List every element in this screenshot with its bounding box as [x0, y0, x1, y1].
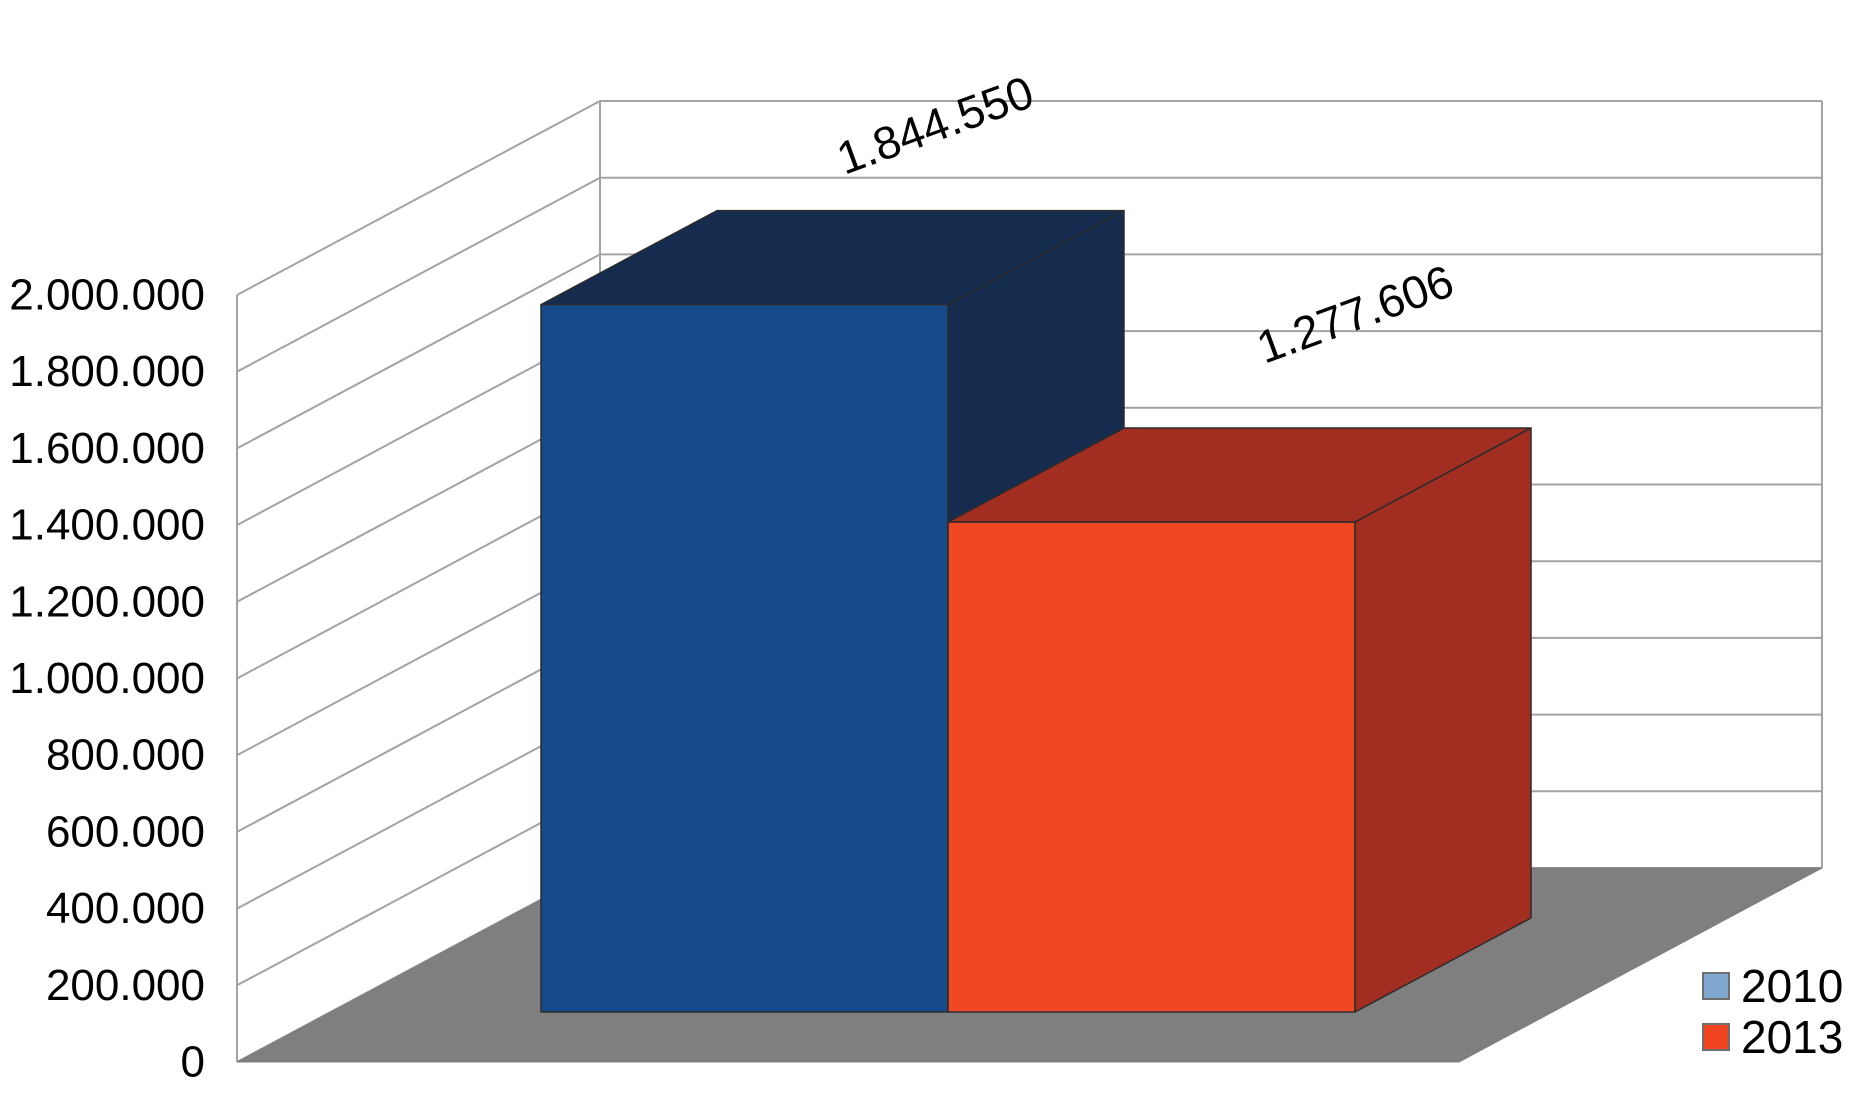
- left-wall-gridline: [236, 560, 601, 757]
- bar-front-face-2013[interactable]: [947, 521, 1356, 1013]
- y-axis-labels: 2.000.000 1.800.000 1.600.000 1.400.000 1.20…: [9, 271, 205, 1087]
- y-tick-label: 2.000.000: [9, 271, 205, 320]
- bar-front-face-2010[interactable]: [540, 303, 949, 1013]
- left-wall-gridline: [236, 637, 601, 833]
- left-wall-gridline: [236, 713, 601, 910]
- y-tick-label: 400.000: [46, 884, 205, 933]
- data-label-2010: 1.844.550: [830, 66, 1040, 185]
- left-wall-gridline: [236, 253, 601, 450]
- bar-side-face-2013[interactable]: [1354, 427, 1532, 1013]
- y-tick-label: 200.000: [46, 961, 205, 1010]
- left-wall-gridline: [236, 176, 601, 373]
- left-wall-gridline: [236, 790, 601, 987]
- legend-label-2010[interactable]: 2010: [1741, 960, 1843, 1012]
- y-tick-label: 1.200.000: [9, 577, 205, 626]
- y-tick-label: 0: [181, 1038, 205, 1087]
- legend-label-2013[interactable]: 2013: [1741, 1011, 1843, 1063]
- legend-swatch-2013[interactable]: [1702, 1023, 1730, 1051]
- data-label-2013: 1.277.606: [1250, 255, 1460, 374]
- left-wall-gridline: [236, 406, 601, 603]
- left-wall-gridline: [236, 330, 601, 526]
- y-tick-label: 1.000.000: [9, 654, 205, 703]
- left-wall-gridline: [236, 483, 601, 680]
- legend-swatch-2010[interactable]: [1702, 972, 1730, 1000]
- bars: [540, 209, 1532, 1013]
- left-wall-gridline: [236, 100, 601, 296]
- y-tick-label: 800.000: [46, 731, 205, 780]
- bar-2013[interactable]: [947, 427, 1532, 1013]
- y-tick-label: 1.600.000: [9, 424, 205, 473]
- y-tick-label: 600.000: [46, 807, 205, 856]
- legend-item-2010[interactable]: 2010: [1702, 960, 1843, 1012]
- y-tick-label: 1.800.000: [9, 347, 205, 396]
- y-tick-label: 1.400.000: [9, 501, 205, 550]
- legend-item-2013[interactable]: 2013: [1702, 1011, 1843, 1063]
